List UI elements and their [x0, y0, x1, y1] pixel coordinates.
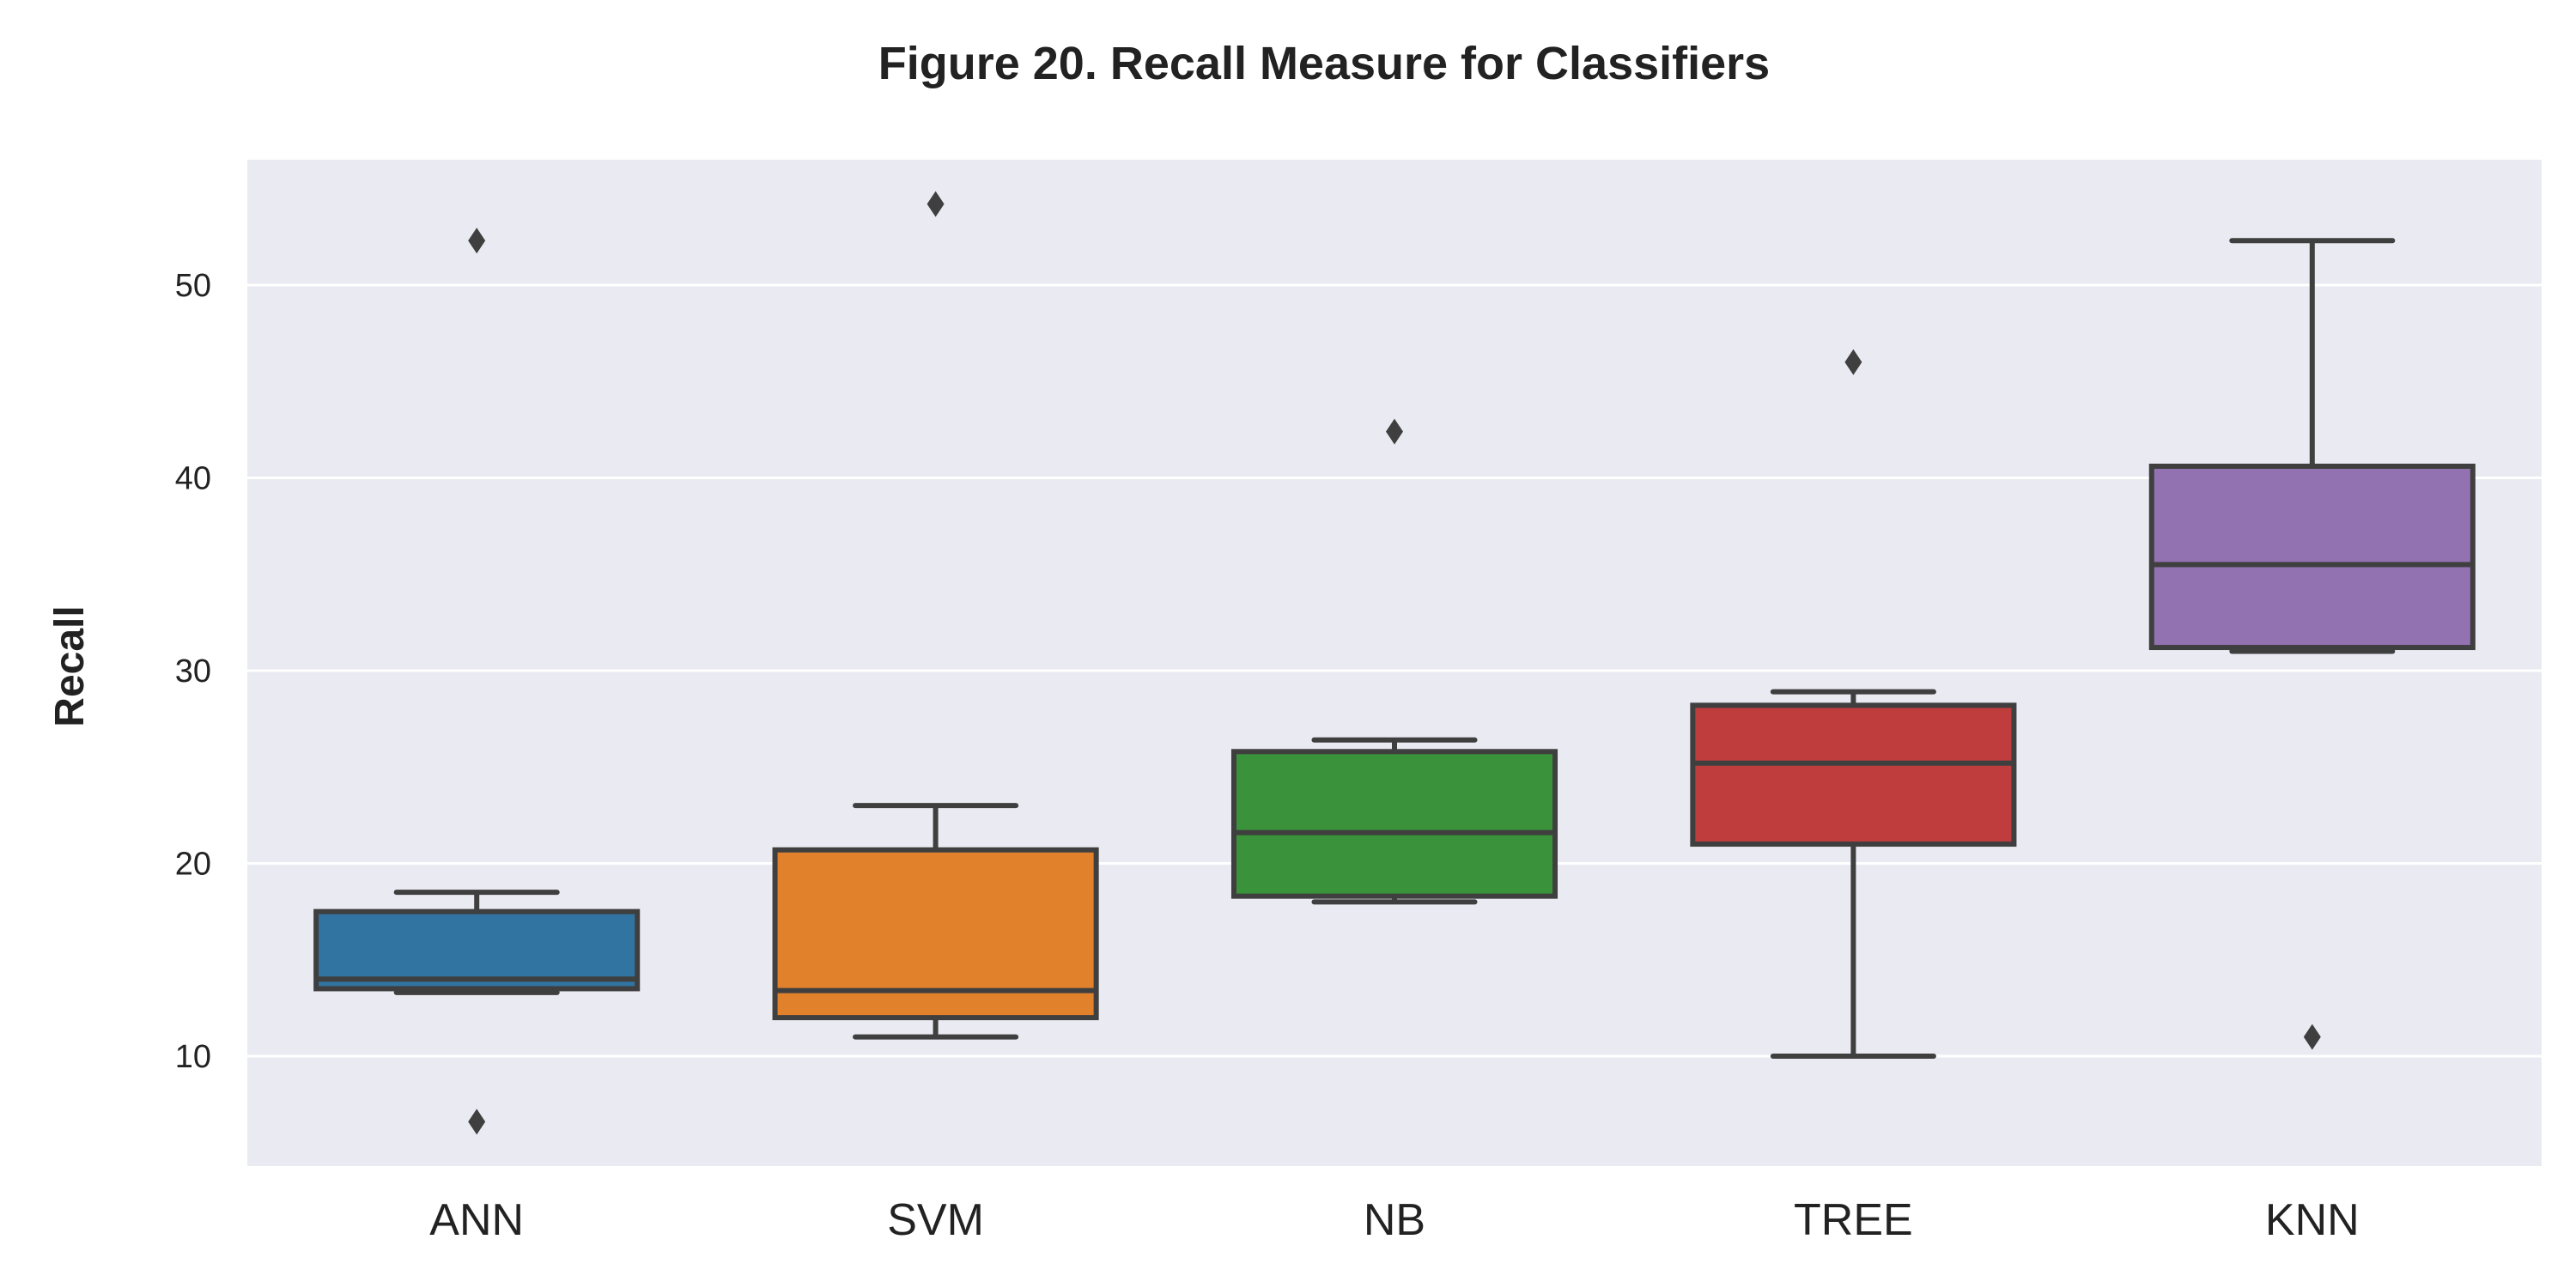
y-tick-label: 20 — [175, 847, 211, 883]
box-tree — [1690, 349, 2017, 1060]
box-series — [313, 191, 2476, 1135]
outlier-point — [1844, 349, 1862, 375]
box-iqr — [1230, 749, 1558, 899]
box-knn — [2148, 238, 2476, 1050]
x-tick-label: NB — [1364, 1195, 1425, 1245]
x-tick-label: KNN — [2265, 1195, 2360, 1245]
box-iqr — [2148, 463, 2476, 651]
outlier-point — [468, 1109, 486, 1135]
box-ann — [313, 228, 641, 1135]
outlier-point — [468, 228, 486, 254]
box-iqr — [1690, 702, 2017, 848]
box-iqr — [313, 908, 641, 992]
outlier-point — [2303, 1024, 2321, 1050]
y-tick-label: 40 — [175, 460, 211, 496]
box-svm — [772, 191, 1099, 1040]
y-axis-label: Recall — [47, 605, 93, 726]
y-tick-label: 50 — [175, 268, 211, 304]
x-axis-ticks: ANN SVM NB TREE KNN — [429, 1195, 2359, 1245]
y-tick-label: 10 — [175, 1039, 211, 1075]
x-tick-label: SVM — [887, 1195, 984, 1245]
chart-title: Figure 20. Recall Measure for Classifier… — [878, 38, 1770, 89]
x-tick-label: ANN — [429, 1195, 524, 1245]
outlier-point — [1386, 418, 1403, 445]
box-nb — [1230, 418, 1558, 905]
x-tick-label: TREE — [1794, 1195, 1913, 1245]
y-axis-ticks: 10 20 30 40 50 — [175, 268, 211, 1075]
y-tick-label: 30 — [175, 653, 211, 690]
plot-area — [247, 160, 2542, 1166]
outlier-point — [927, 191, 945, 217]
